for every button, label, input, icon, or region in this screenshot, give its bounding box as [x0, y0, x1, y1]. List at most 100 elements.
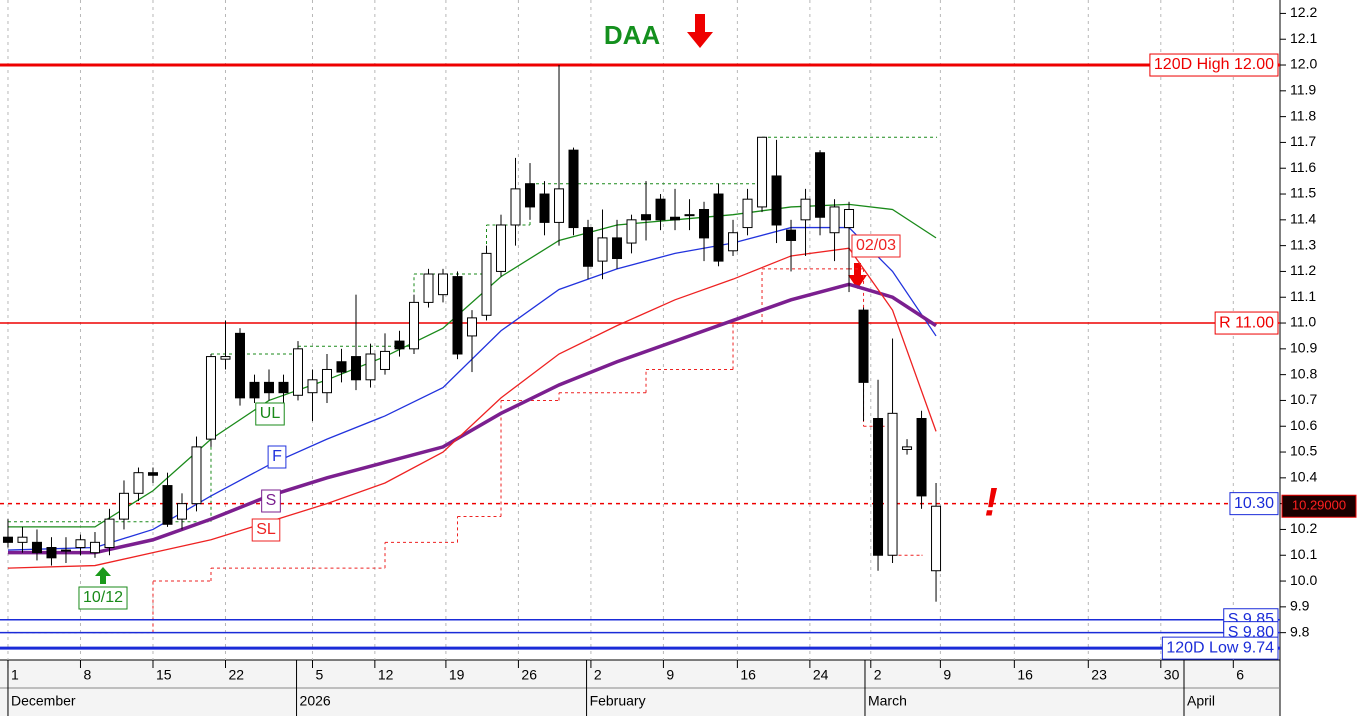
candle-body	[452, 276, 463, 355]
month-label: 2026	[300, 693, 331, 709]
x-tick-label: 15	[156, 667, 172, 683]
y-tick-label: 10.2	[1290, 520, 1317, 536]
candle-body	[307, 379, 318, 394]
candle-body	[234, 332, 245, 399]
candle-body	[583, 227, 594, 267]
candle-body	[873, 417, 884, 556]
candle-body	[931, 505, 942, 572]
y-tick-label: 10.4	[1290, 469, 1317, 485]
candle-body	[612, 237, 623, 260]
y-tick-label: 12.1	[1290, 30, 1317, 46]
candle-body	[655, 198, 666, 221]
candle-body	[133, 472, 144, 494]
y-tick-label: 10.8	[1290, 365, 1317, 381]
month-label: December	[11, 693, 76, 709]
ma-line	[7, 247, 937, 569]
candle-body	[757, 136, 768, 208]
y-tick-label: 9.9	[1290, 598, 1310, 614]
y-tick-label: 10.6	[1290, 417, 1317, 433]
y-tick-label: 9.8	[1290, 623, 1310, 639]
series-label-box	[261, 489, 281, 513]
level-label-box	[1161, 636, 1279, 660]
ma-line	[7, 226, 937, 551]
candle-body	[887, 412, 898, 556]
y-tick-label: 10.5	[1290, 443, 1317, 459]
y-tick-label: 11.4	[1290, 211, 1316, 227]
y-tick-label: 11.9	[1290, 82, 1316, 98]
candle-body	[336, 361, 347, 373]
candle-body	[597, 237, 608, 262]
level-label-box	[1214, 311, 1279, 335]
level-label: 120D Low 9.74	[1166, 639, 1274, 656]
y-tick-label: 11.3	[1290, 236, 1316, 252]
candle-body	[191, 446, 202, 505]
x-tick-label: 16	[740, 667, 756, 683]
signal-arrow	[687, 14, 713, 48]
level-label: 120D High 12.00	[1154, 56, 1274, 73]
candle-body	[844, 209, 855, 229]
candle-body	[350, 356, 361, 381]
candle-body	[626, 219, 637, 244]
series-label-box	[267, 445, 287, 469]
y-tick-label: 10.9	[1290, 340, 1317, 356]
candle-body	[31, 541, 42, 554]
month-label: February	[590, 693, 646, 709]
candle-body	[641, 214, 652, 221]
annotation: !	[984, 481, 997, 525]
candle-body	[17, 536, 28, 543]
x-tick-label: 22	[228, 667, 244, 683]
candle-body	[89, 541, 100, 554]
candle-body	[829, 206, 840, 234]
y-tick-label: 10.0	[1290, 572, 1317, 588]
month-label: March	[868, 693, 907, 709]
candle-body	[380, 350, 391, 370]
x-tick-label: 9	[943, 667, 951, 683]
y-tick-label: 10.7	[1290, 391, 1317, 407]
signal-arrow	[848, 263, 867, 289]
candle-body	[46, 547, 57, 559]
y-tick-label: 11.2	[1290, 262, 1316, 278]
candle-body	[409, 301, 420, 350]
series-label: SL	[256, 521, 276, 538]
x-tick-label: 1	[11, 667, 19, 683]
candle-body	[684, 214, 695, 217]
candle-body	[205, 356, 216, 440]
signal-arrow	[95, 567, 111, 584]
candle-body	[423, 273, 434, 303]
candle-body	[75, 539, 86, 549]
series-label: UL	[260, 405, 281, 422]
candle-body	[249, 381, 260, 399]
series-label-box	[251, 518, 281, 542]
candle-body	[162, 485, 173, 525]
ma-line	[7, 282, 937, 555]
candle-body	[728, 232, 739, 252]
y-tick-label: 11.6	[1290, 159, 1316, 175]
candle-body	[60, 549, 71, 552]
candle-body	[815, 152, 826, 218]
series-label-box	[255, 402, 285, 426]
x-tick-label: 9	[666, 667, 674, 683]
candle-body	[916, 417, 927, 497]
annotation-box	[851, 234, 901, 258]
candle-body	[902, 446, 913, 450]
last-price-box	[1281, 494, 1357, 518]
candle-body	[713, 193, 724, 262]
candle-body	[147, 472, 158, 476]
candle-body	[496, 224, 507, 272]
candle-body	[554, 188, 565, 223]
y-tick-label: 11.7	[1290, 133, 1316, 149]
candle-body	[786, 229, 797, 241]
x-tick-label: 5	[315, 667, 323, 683]
candle-body	[699, 209, 710, 239]
candle-body	[321, 368, 332, 394]
candle-body	[481, 252, 492, 316]
candle-body	[670, 216, 681, 221]
candle-body	[438, 273, 449, 296]
y-tick-label: 12.0	[1290, 56, 1317, 72]
candle-body	[742, 198, 753, 229]
candle-body	[220, 356, 231, 360]
annotation: 02/03	[856, 237, 896, 254]
x-tick-label: 2	[874, 667, 882, 683]
x-tick-label: 24	[813, 667, 829, 683]
